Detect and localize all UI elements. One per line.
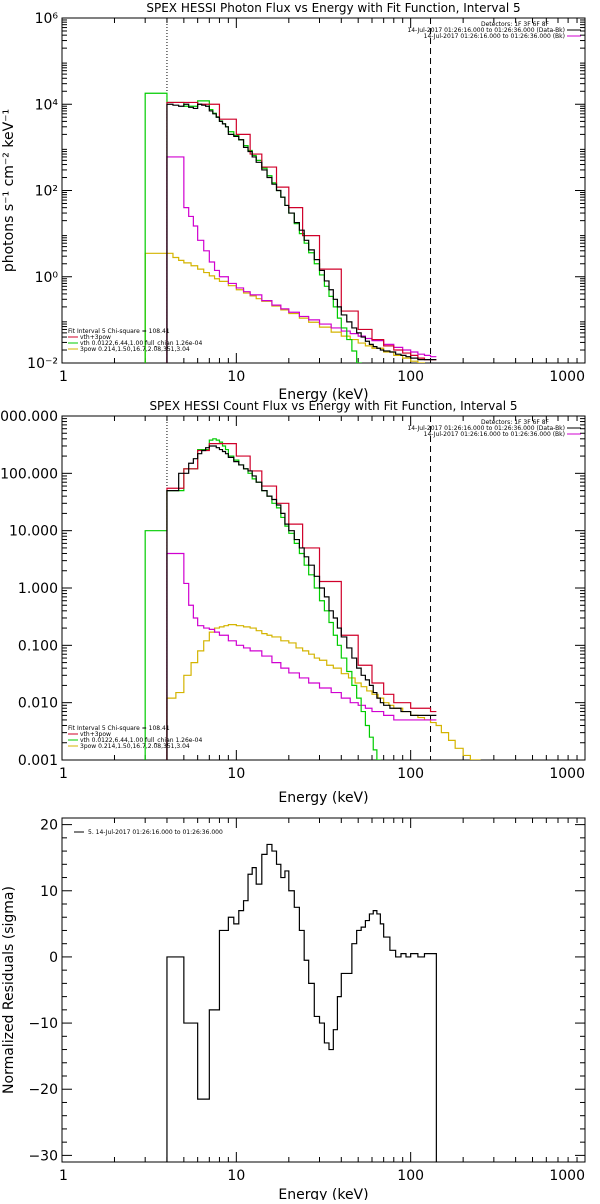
series-thermal [144, 92, 362, 363]
series-powerlaw [166, 623, 481, 760]
y-tick-label: 10⁻² [27, 356, 58, 372]
y-tick-label: −30 [28, 1148, 58, 1164]
legend-right-entry: Detectors: 1F 3F 6F 8F [481, 21, 550, 28]
legend-right-entry: Detectors: 1F 3F 6F 8F [481, 419, 550, 426]
chart-title: SPEX HESSI Photon Flux vs Energy with Fi… [146, 1, 520, 15]
x-tick-label: 100 [397, 766, 424, 782]
legend-left-entry: Fit Interval 5 Chi-square = 108.41 [68, 725, 170, 732]
chart-title: SPEX HESSI Count Flux vs Energy with Fit… [149, 399, 517, 413]
x-axis-label: Energy (keV) [278, 387, 368, 403]
x-tick-label: 1 [59, 1168, 68, 1184]
y-tick-label: 0.010 [18, 696, 58, 712]
series-thermal [144, 438, 381, 760]
x-tick-label: 1 [59, 369, 68, 385]
series-powerlaw [144, 252, 426, 363]
y-axis-label: photons s⁻¹ cm⁻² keV⁻¹ [1, 109, 17, 272]
series-data [166, 103, 437, 363]
series-background [166, 552, 437, 760]
plot-frame [61, 17, 586, 364]
legend-left-entry: vth 0.0122,6.44,1.00 full_chian 1.26e-04 [80, 340, 202, 347]
y-tick-label: 1.000 [18, 581, 58, 597]
y-tick-label: 10⁴ [35, 97, 59, 113]
legend-left-entry: 3pow 0.214,1.50,16.7,2.08,351,3.04 [80, 743, 190, 750]
y-tick-label: 0 [49, 950, 58, 966]
legend-left-entry: 5. 14-Jul-2017 01:26:16.000 to 01:26:36.… [88, 829, 223, 836]
photon-flux-panel: 1 10 100 1000 10⁻² 10⁰ 10² 10⁴ 10⁶ SPEX HESSI Pho… [1, 1, 586, 403]
y-tick-label: −10 [28, 1016, 58, 1032]
y-tick-label: 10.000 [9, 524, 58, 540]
y-tick-label: 1000.000 [0, 409, 58, 425]
y-tick-label: 10² [35, 184, 58, 200]
x-axis-label: Energy (keV) [278, 790, 368, 806]
y-tick-label: −20 [28, 1082, 58, 1098]
y-tick-label: 10 [40, 884, 58, 900]
legend-left-entry: vth+3pow [80, 334, 111, 341]
legend-left-entry: vth 0.0122,6.44,1.00 full_chian 1.26e-04 [80, 737, 202, 744]
legend-left-entry: 3pow 0.214,1.50,16.7,2.08,351,3.04 [80, 346, 190, 353]
series-data [166, 445, 437, 760]
y-tick-label: 100.000 [0, 466, 58, 482]
x-tick-label: 1000 [549, 766, 585, 782]
x-axis-label: Energy (keV) [278, 1187, 368, 1200]
series-fit-total [166, 101, 437, 363]
count-flux-panel: 1 10 100 1000 0.001 0.010 0.100 1.000 10.000 100.… [0, 399, 586, 806]
x-tick-label: 10 [227, 1168, 245, 1184]
y-tick-label: 20 [40, 818, 58, 834]
legend-right-entry: 14-Jul-2017 01:26:16.000 to 01:26:36.000… [424, 33, 565, 40]
x-tick-label: 1000 [549, 1168, 585, 1184]
y-tick-label: 10⁰ [35, 270, 59, 286]
series-residual [166, 843, 437, 1162]
series-background [166, 156, 437, 363]
legend-right-entry: 14-Jul-2017 01:26:16.000 to 01:26:36.000… [424, 431, 565, 438]
x-tick-label: 100 [397, 369, 424, 385]
series-fit-total [166, 443, 437, 760]
x-tick-label: 10 [227, 369, 245, 385]
y-tick-label: 0.100 [18, 638, 58, 654]
plot-frame [61, 817, 586, 1163]
legend-left-entry: vth+3pow [80, 731, 111, 738]
legend-right-entry: 14-Jul-2017 01:26:16.000 to 01:26:36.000… [407, 425, 565, 432]
x-tick-label: 100 [397, 1168, 424, 1184]
y-axis-label: Normalized Residuals (sigma) [1, 886, 17, 1094]
x-tick-label: 10 [227, 766, 245, 782]
x-tick-label: 1000 [549, 369, 585, 385]
legend-right-entry: 14-Jul-2017 01:26:16.000 to 01:26:36.000… [407, 27, 565, 34]
legend-left-entry: Fit Interval 5 Chi-square = 108.41 [68, 328, 170, 335]
residuals-panel: 1 10 100 1000 −30 −20 −10 0 10 20 Energy (keV) Norm… [1, 817, 586, 1203]
y-tick-label: 0.001 [18, 753, 58, 769]
x-tick-label: 1 [59, 766, 68, 782]
y-tick-label: 10⁶ [35, 11, 59, 27]
